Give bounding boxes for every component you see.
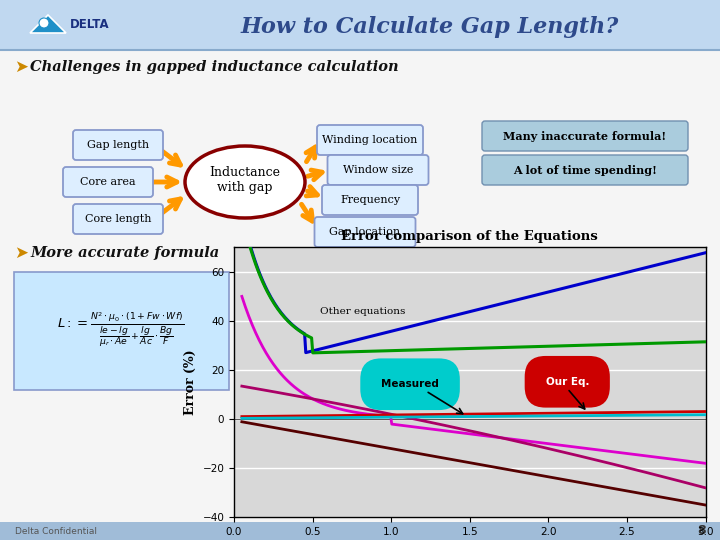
Text: More accurate formula: More accurate formula	[30, 246, 220, 260]
Bar	[0, 0, 720, 50]
Text: Window size: Window size	[343, 165, 413, 175]
FancyBboxPatch shape	[482, 155, 688, 185]
Text: ➤: ➤	[14, 58, 28, 76]
Text: Measured: Measured	[381, 379, 439, 389]
Title: Error comparison of the Equations: Error comparison of the Equations	[341, 231, 598, 244]
Text: Core area: Core area	[80, 177, 136, 187]
Text: ➤: ➤	[14, 244, 28, 262]
Text: Our Eq.: Our Eq.	[546, 377, 589, 387]
FancyBboxPatch shape	[14, 272, 229, 390]
FancyBboxPatch shape	[315, 217, 415, 247]
Text: DELTA: DELTA	[70, 17, 109, 30]
Text: Core length: Core length	[85, 214, 151, 224]
FancyBboxPatch shape	[328, 155, 428, 185]
Bar	[0, 522, 720, 540]
Text: Challenges in gapped inductance calculation: Challenges in gapped inductance calculat…	[30, 60, 399, 74]
Ellipse shape	[185, 146, 305, 218]
Text: Gap length: Gap length	[87, 140, 149, 150]
Text: Inductance
with gap: Inductance with gap	[210, 166, 281, 194]
FancyBboxPatch shape	[322, 185, 418, 215]
Circle shape	[39, 18, 49, 28]
Y-axis label: Error (%): Error (%)	[184, 349, 197, 415]
Text: How to Calculate Gap Length?: How to Calculate Gap Length?	[241, 16, 619, 38]
Text: $L := \frac{N^2 \cdot \mu_0 \cdot (1 + Fw \cdot Wf)}{\dfrac{le - lg}{\mu_r \cdot: $L := \frac{N^2 \cdot \mu_0 \cdot (1 + F…	[58, 311, 184, 349]
FancyBboxPatch shape	[73, 130, 163, 160]
FancyBboxPatch shape	[73, 204, 163, 234]
Text: Frequency: Frequency	[340, 195, 400, 205]
FancyBboxPatch shape	[63, 167, 153, 197]
Text: A lot of time spending!: A lot of time spending!	[513, 165, 657, 176]
FancyBboxPatch shape	[482, 121, 688, 151]
Polygon shape	[30, 15, 66, 33]
FancyBboxPatch shape	[317, 125, 423, 155]
Text: Other equations: Other equations	[320, 307, 406, 315]
Text: 8: 8	[698, 524, 706, 537]
Text: Winding location: Winding location	[323, 135, 418, 145]
Text: Gap location: Gap location	[330, 227, 400, 237]
Text: Delta Confidential: Delta Confidential	[15, 526, 97, 536]
Text: Many inaccurate formula!: Many inaccurate formula!	[503, 131, 667, 141]
